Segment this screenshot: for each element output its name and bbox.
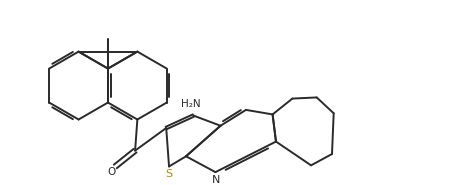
Text: N: N (212, 175, 220, 185)
Text: H₂N: H₂N (181, 99, 200, 109)
Text: O: O (108, 167, 116, 177)
Text: S: S (165, 169, 173, 179)
